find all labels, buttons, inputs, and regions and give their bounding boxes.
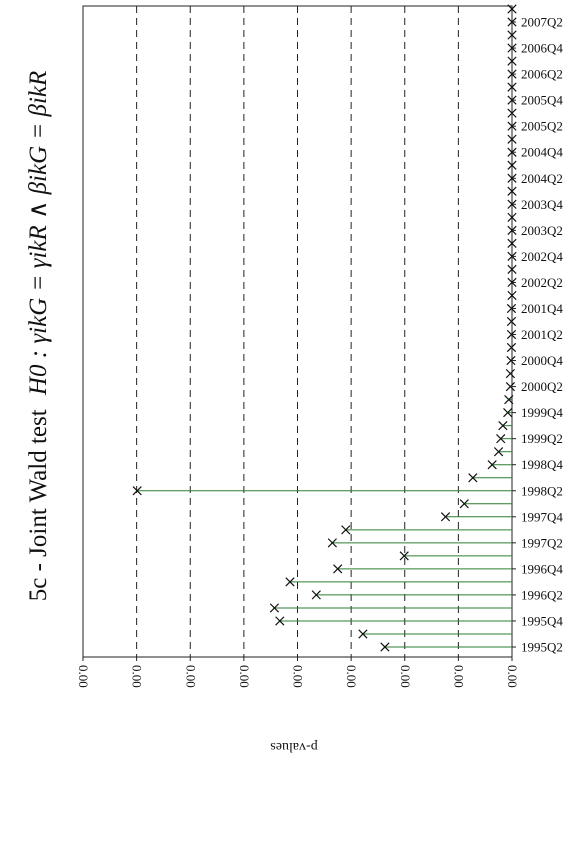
y-tick-label: 2006Q4	[521, 41, 563, 56]
data-point-marker	[399, 551, 409, 561]
y-tick-label: 1997Q4	[521, 509, 563, 524]
data-point-marker	[459, 499, 469, 509]
data-point-marker	[440, 512, 451, 522]
y-axis-ticks: 1995Q2 1995Q4 1996Q2 1996Q4 1997Q2 1997Q4 1998…	[512, 15, 563, 655]
chart-title-text: 5c - Joint Wald test	[25, 409, 52, 601]
data-point-marker	[507, 160, 517, 170]
data-point-marker	[275, 616, 285, 626]
data-point-marker	[503, 408, 513, 418]
x-tick-label: 0.00	[76, 665, 91, 688]
data-point-marker	[327, 538, 337, 548]
data-point-marker	[468, 473, 478, 483]
y-tick-label: 2003Q2	[521, 223, 563, 238]
data-point-marker	[507, 264, 517, 275]
data-point-marker	[507, 186, 517, 196]
y-tick-label: 2000Q2	[521, 379, 563, 394]
chart-title: 5c - Joint Wald test H0 : γikG = γikR ∧ …	[25, 71, 52, 602]
data-point-marker	[496, 434, 506, 444]
data-point-marker	[506, 316, 517, 327]
y-tick-label: 2005Q4	[521, 93, 563, 108]
data-point-marker	[507, 134, 517, 144]
data-point-marker	[341, 525, 351, 535]
x-tick-label: 0.00	[237, 665, 252, 688]
x-tick-label: 0.00	[291, 665, 306, 688]
x-tick-label: 0.00	[344, 665, 359, 688]
y-tick-label: 2002Q4	[521, 249, 563, 264]
y-tick-label: 2001Q2	[521, 327, 563, 342]
y-tick-label: 1999Q4	[521, 405, 563, 420]
y-tick-label: 2005Q2	[521, 119, 563, 134]
y-tick-label: 2003Q4	[521, 197, 563, 212]
y-tick-label: 2004Q4	[521, 145, 563, 160]
y-tick-label: 2001Q4	[521, 301, 563, 316]
data-point-marker	[507, 238, 517, 248]
data-point-marker	[380, 642, 390, 652]
data-point-marker	[507, 4, 517, 14]
data-point-marker	[333, 564, 343, 574]
data-point-marker	[507, 56, 517, 66]
svg-text:5c - Joint Wald test H0: 5c - Joint Wald test H0 : γikG = γikR ∧ …	[25, 71, 52, 602]
y-tick-label: 2004Q2	[521, 171, 563, 186]
data-point-marker	[505, 368, 516, 379]
x-tick-label: 0.00	[183, 665, 198, 688]
y-tick-label: 1995Q2	[521, 640, 563, 655]
data-point-marker	[506, 303, 517, 314]
data-point-marker	[507, 30, 517, 40]
data-point-marker	[132, 486, 142, 496]
x-tick-label: 0.00	[130, 665, 145, 688]
data-point-marker	[507, 212, 517, 222]
y-tick-label: 2000Q4	[521, 353, 563, 368]
stems	[137, 360, 512, 648]
y-tick-label: 1996Q4	[521, 561, 563, 576]
data-point-marker	[358, 629, 368, 639]
data-point-marker	[285, 577, 295, 587]
x-tick-label: 0.00	[505, 665, 520, 688]
data-point-marker	[507, 108, 517, 118]
data-point-marker	[269, 603, 280, 613]
x-axis-label-text: p-values	[270, 739, 317, 754]
gridlines	[136, 6, 459, 657]
data-point-marker	[498, 421, 508, 431]
data-point-marker	[504, 394, 514, 405]
data-point-marker	[507, 82, 517, 92]
data-point-marker	[311, 590, 321, 600]
y-tick-label: 1999Q2	[521, 431, 563, 446]
chart-title-formula: H0 : γikG = γikR ∧ βikG = βikR	[25, 71, 52, 396]
y-tick-label: 1997Q2	[521, 535, 563, 550]
y-tick-label: 2007Q2	[521, 15, 563, 30]
x-axis-ticks: 0.00 0.00 0.00 0.00 0.00 0.00 0.00 0.00 0.00	[76, 657, 520, 688]
data-point-marker	[493, 447, 504, 457]
y-tick-label: 1996Q2	[521, 587, 563, 602]
data-point-marker	[506, 355, 516, 366]
y-tick-label: 1995Q4	[521, 613, 563, 628]
x-tick-label: 0.00	[451, 665, 466, 688]
y-tick-label: 2006Q2	[521, 67, 563, 82]
markers	[132, 4, 517, 652]
data-point-marker	[506, 329, 517, 340]
data-point-marker	[505, 381, 516, 392]
data-point-marker	[507, 290, 517, 301]
y-tick-label: 1998Q4	[521, 457, 563, 472]
data-point-marker	[487, 460, 497, 470]
data-point-marker	[506, 342, 517, 353]
y-tick-label: 1998Q2	[521, 483, 563, 498]
x-axis-label: p-values	[270, 739, 317, 754]
y-tick-label: 2002Q2	[521, 275, 563, 290]
x-tick-label: 0.00	[398, 665, 413, 688]
